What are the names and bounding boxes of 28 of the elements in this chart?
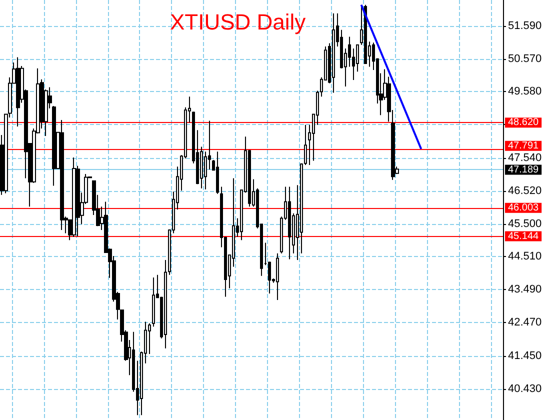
y-tick-label: 49.580: [508, 85, 542, 98]
chart-title: XTIUSD Daily: [170, 10, 306, 34]
y-tick-label: 45.500: [508, 218, 542, 230]
ref-line-label: 47.189: [508, 164, 540, 176]
y-tick-label: 42.470: [508, 316, 542, 329]
candlestick: [288, 186, 291, 260]
y-tick-label: 44.510: [508, 250, 542, 262]
ref-line-label: 46.003: [508, 202, 540, 214]
ref-line-label: 47.791: [508, 140, 540, 152]
candlestick: [364, 4, 367, 64]
candlestick: [164, 259, 167, 349]
candlestick: [152, 277, 155, 328]
candlestick: [276, 252, 279, 300]
candlestick: [216, 151, 219, 194]
candlestick: [16, 56, 20, 128]
y-tick-label: 51.590: [508, 20, 542, 32]
candlestick: [72, 156, 76, 238]
y-tick-label: 43.490: [508, 284, 542, 296]
y-tick-label: 40.430: [508, 383, 542, 396]
y-tick-label: 41.450: [508, 350, 542, 362]
y-tick-label: 50.570: [508, 53, 542, 66]
candlestick: [60, 120, 64, 231]
y-tick-label: 46.520: [508, 184, 542, 197]
y-tick-label: 47.540: [508, 152, 542, 164]
ref-line-label: 48.620: [508, 117, 540, 128]
candlestick: [52, 106, 56, 186]
ref-line-label: 45.144: [508, 230, 540, 242]
candlestick: [332, 12, 335, 94]
